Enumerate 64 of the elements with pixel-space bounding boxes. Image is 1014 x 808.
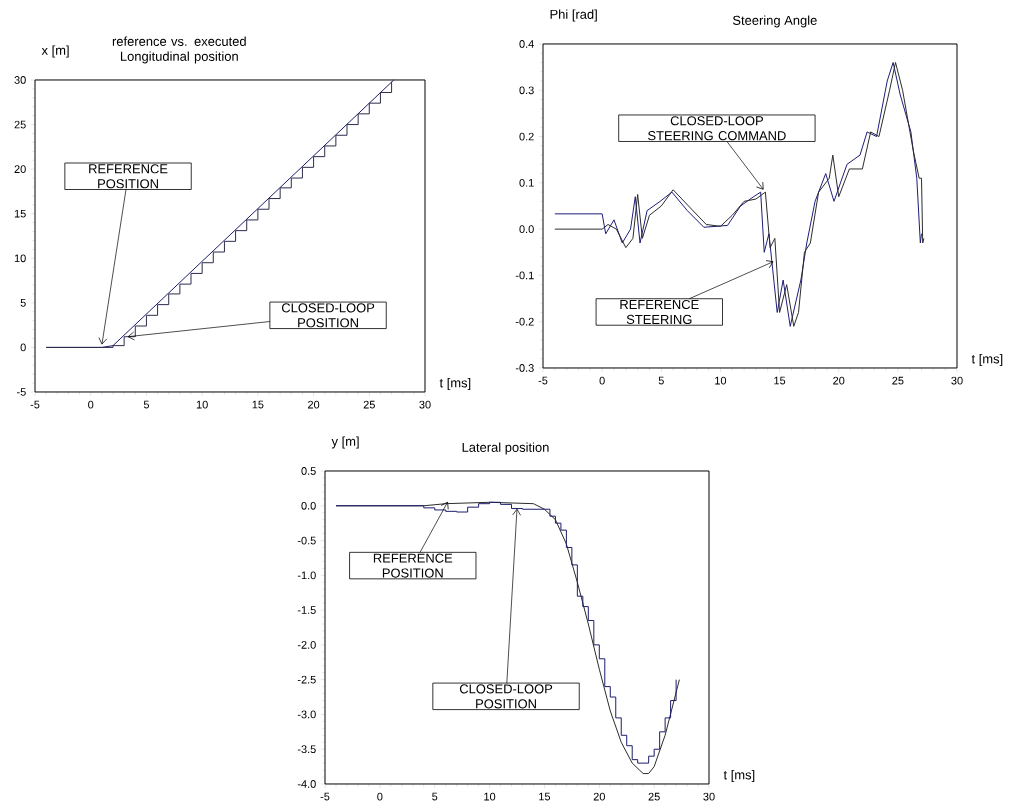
y-tick-label: -0.5 xyxy=(297,536,316,545)
x-tick-label: 5 xyxy=(658,376,664,385)
x-tick-label: 30 xyxy=(703,792,715,801)
y-tick-label: 5 xyxy=(20,299,26,307)
y-tick-label: 25 xyxy=(14,120,26,129)
y-tick-label: -3.5 xyxy=(297,745,316,754)
x-tick-label: 0 xyxy=(88,400,94,409)
x-tick-label: 25 xyxy=(648,792,660,801)
x-axis-title: t [ms] xyxy=(439,377,471,391)
y-tick-label: 10 xyxy=(14,254,26,263)
x-tick-label: 10 xyxy=(484,792,496,801)
x-tick-label: 0 xyxy=(377,792,383,801)
annotation: REFERENCE STEERING xyxy=(620,299,699,325)
y-axis-title: y [m] xyxy=(331,436,359,449)
x-axis-title: t [ms] xyxy=(723,769,755,783)
y-tick-label: 0.4 xyxy=(519,40,534,48)
y-tick-label: -4.0 xyxy=(297,780,316,788)
annotation: CLOSED-LOOP STEERING COMMAND xyxy=(648,116,786,141)
x-tick-label: 5 xyxy=(143,400,150,409)
x-tick-label: -5 xyxy=(30,400,40,409)
x-tick-label: 30 xyxy=(419,400,431,409)
x-tick-label: -5 xyxy=(538,376,548,385)
y-tick-label: 30 xyxy=(14,76,26,84)
y-tick-label: 0 xyxy=(20,343,26,352)
annotation: REFERENCE POSITION xyxy=(89,164,168,189)
y-tick-label: -5 xyxy=(16,388,26,396)
y-axis-title: Phi [rad] xyxy=(550,9,597,22)
annotation: CLOSED-LOOP POSITION xyxy=(281,303,375,328)
x-tick-label: 15 xyxy=(252,400,264,409)
x-tick-label: 20 xyxy=(833,376,845,385)
y-tick-label: 0.5 xyxy=(301,467,316,475)
chart-title: reference vs. executed Longitudinal position xyxy=(112,36,246,64)
x-tick-label: 5 xyxy=(432,792,438,801)
y-tick-label: 0.1 xyxy=(519,178,534,187)
annotation: CLOSED-LOOP POSITION xyxy=(459,684,553,709)
y-axis-title: x [m] xyxy=(41,45,69,58)
y-tick-label: 0.3 xyxy=(519,86,534,95)
x-tick-label: 0 xyxy=(599,376,605,385)
y-tick-label: -0.3 xyxy=(515,364,534,372)
x-tick-label: 20 xyxy=(593,792,605,801)
y-tick-label: -2.5 xyxy=(297,675,316,684)
chart-title: Lateral position xyxy=(462,442,549,455)
x-tick-label: 30 xyxy=(951,376,963,385)
x-tick-label: -5 xyxy=(320,792,330,801)
y-tick-label: -0.1 xyxy=(515,271,534,280)
y-tick-label: 15 xyxy=(14,209,26,218)
y-tick-label: 0.2 xyxy=(519,132,534,141)
x-tick-label: 10 xyxy=(715,376,727,385)
y-tick-label: -2.0 xyxy=(297,641,316,649)
x-tick-label: 25 xyxy=(892,376,904,385)
y-tick-label: 20 xyxy=(14,165,26,174)
x-tick-label: 15 xyxy=(774,376,786,385)
annotation: REFERENCE POSITION xyxy=(373,553,453,578)
chart-title: Steering Angle xyxy=(732,15,817,28)
y-tick-label: -1.0 xyxy=(297,571,316,580)
y-tick-label: 0.0 xyxy=(301,501,316,510)
y-tick-label: -1.5 xyxy=(297,606,316,614)
y-tick-label: -0.2 xyxy=(515,317,534,326)
x-tick-label: 25 xyxy=(363,400,375,409)
x-tick-label: 15 xyxy=(539,792,551,801)
y-tick-label: 0.0 xyxy=(519,225,534,234)
y-tick-label: -3.0 xyxy=(297,710,316,719)
x-tick-label: 10 xyxy=(196,400,208,409)
x-axis-title: t [ms] xyxy=(971,353,1003,367)
